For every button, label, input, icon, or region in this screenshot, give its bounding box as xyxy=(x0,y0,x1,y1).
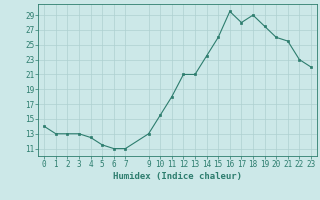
X-axis label: Humidex (Indice chaleur): Humidex (Indice chaleur) xyxy=(113,172,242,181)
